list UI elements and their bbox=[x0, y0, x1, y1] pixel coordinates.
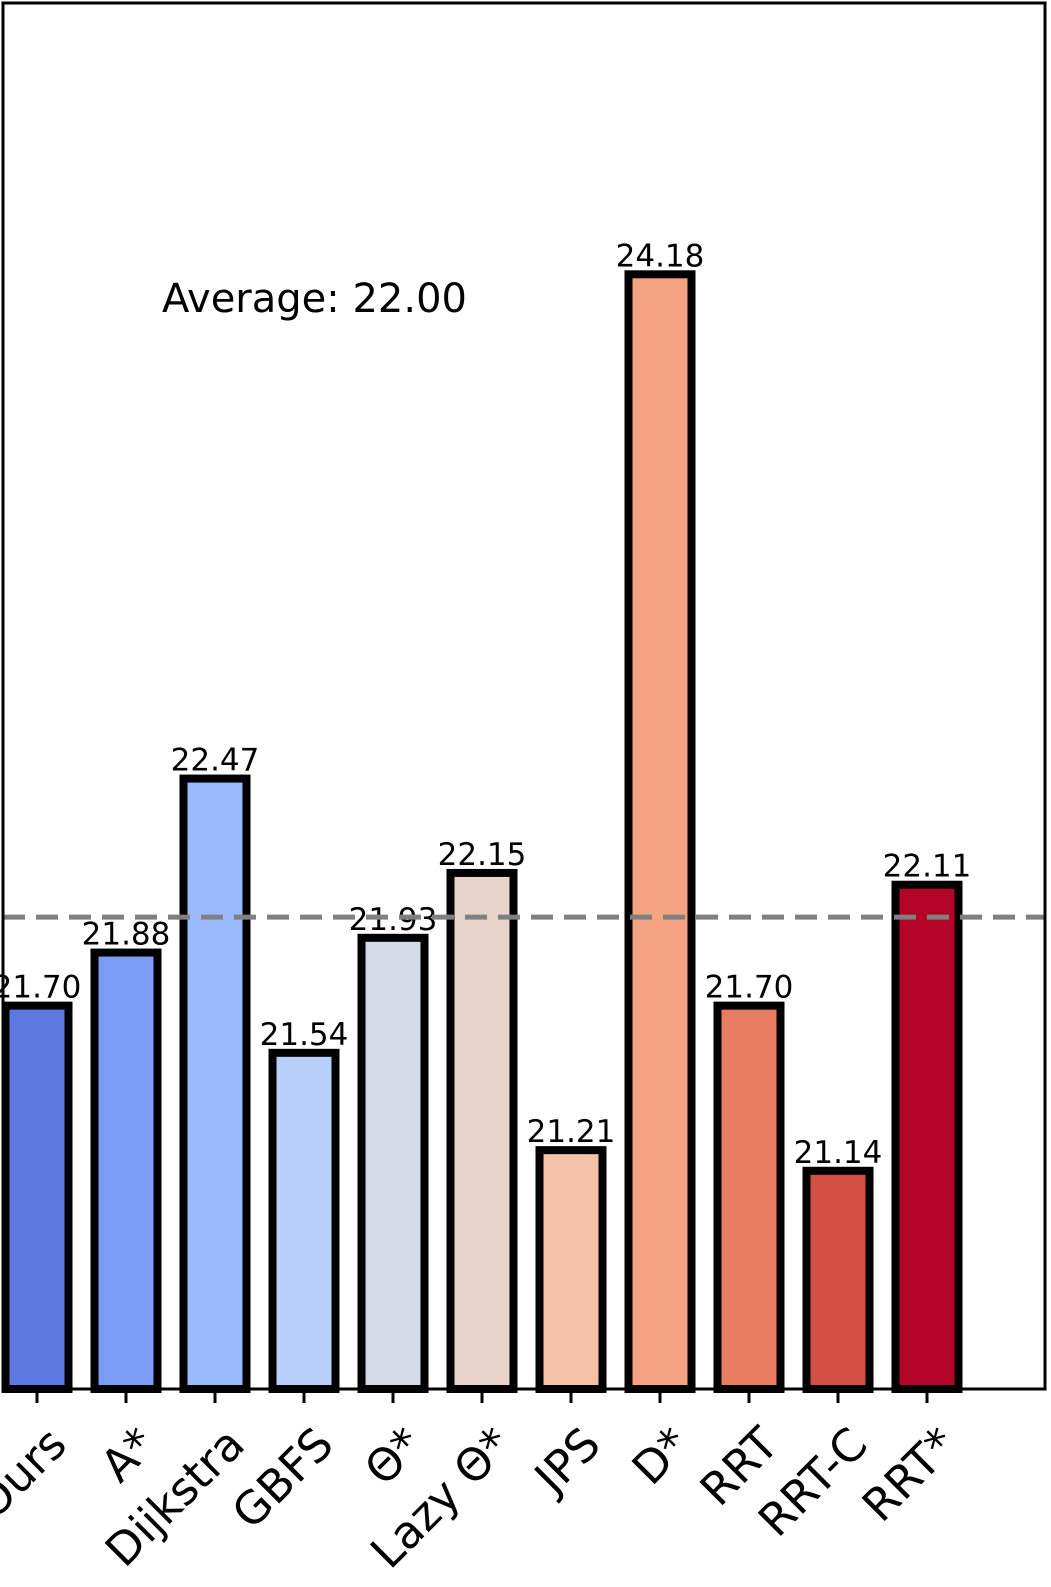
value-label-4: 21.93 bbox=[349, 902, 438, 938]
bar-1 bbox=[90, 948, 162, 1393]
bars-group bbox=[1, 270, 963, 1394]
value-label-1: 21.88 bbox=[82, 917, 171, 953]
value-label-3: 21.54 bbox=[260, 1017, 349, 1053]
x-tick-label-6: JPS bbox=[522, 1417, 610, 1505]
x-ticks-group bbox=[35, 1389, 929, 1403]
average-annotation: Average: 22.00 bbox=[162, 276, 467, 322]
value-label-6: 21.21 bbox=[527, 1114, 616, 1150]
plot-frame bbox=[1, 1, 1047, 1391]
value-label-0: 21.70 bbox=[0, 970, 81, 1006]
bar-9 bbox=[802, 1166, 874, 1393]
bar-5 bbox=[446, 868, 518, 1393]
bar-7 bbox=[624, 270, 696, 1393]
bar-6 bbox=[535, 1146, 607, 1394]
value-label-9: 21.14 bbox=[794, 1135, 883, 1171]
bar-3 bbox=[268, 1048, 340, 1393]
value-label-7: 24.18 bbox=[616, 238, 705, 274]
bar-0 bbox=[1, 1001, 73, 1393]
value-label-5: 22.15 bbox=[438, 837, 527, 873]
value-label-10: 22.11 bbox=[883, 849, 972, 885]
x-tick-label-7: D* bbox=[622, 1417, 700, 1495]
bar-4 bbox=[357, 933, 429, 1393]
bar-10 bbox=[891, 880, 963, 1394]
x-tick-label-0: Ours bbox=[0, 1417, 77, 1529]
x-tick-label-10: RRT* bbox=[852, 1417, 967, 1532]
value-labels-group: 21.7021.8822.4721.5421.9322.1521.2124.18… bbox=[0, 238, 971, 1170]
bar-8 bbox=[713, 1001, 785, 1393]
bar-2 bbox=[179, 774, 251, 1393]
x-tick-label-3: GBFS bbox=[222, 1417, 344, 1539]
value-label-8: 21.70 bbox=[705, 970, 794, 1006]
value-label-2: 22.47 bbox=[171, 743, 260, 779]
